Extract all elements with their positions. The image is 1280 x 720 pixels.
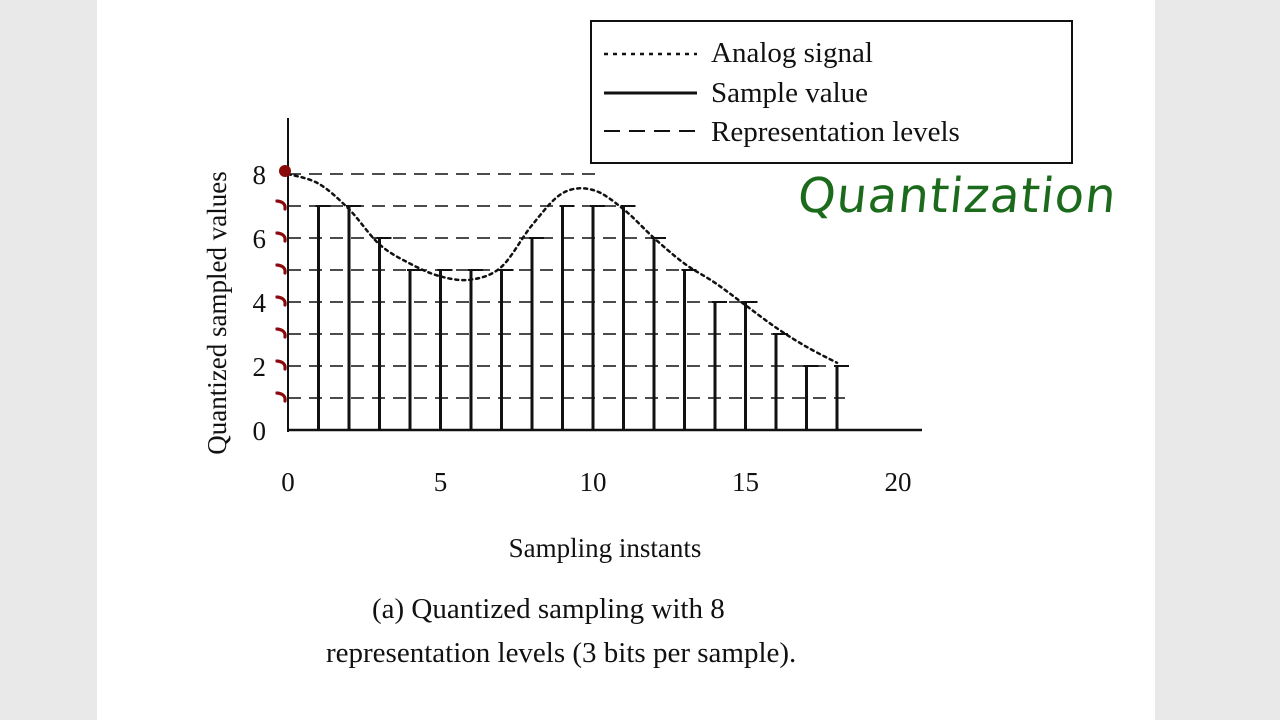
analog-signal-line — [286, 172, 839, 365]
level-marker-tick — [275, 295, 287, 307]
y-axis-title: Quantized sampled values — [202, 171, 232, 454]
tick-labels: 0 5 10 15 20 0 2 4 6 8 — [253, 160, 912, 497]
level-marker-tick — [275, 327, 287, 339]
analog-signal-curve — [286, 172, 839, 365]
legend-label-analog-signal: Analog signal — [711, 37, 873, 69]
handwritten-annotation: Quantization — [795, 168, 1120, 224]
legend-label-representation-levels: Representation levels — [711, 116, 960, 148]
level-marker-tick — [275, 391, 287, 403]
x-tick-label: 20 — [885, 467, 912, 497]
level-marker-dot — [279, 165, 291, 177]
y-tick-label: 8 — [253, 160, 267, 190]
representation-levels-grid — [288, 173, 845, 399]
level-marker-tick — [275, 263, 287, 275]
x-tick-label: 15 — [732, 467, 759, 497]
level-marker-tick — [275, 231, 287, 243]
y-tick-label: 0 — [253, 416, 267, 446]
chart-legend: Analog signal Sample value Representatio… — [590, 20, 1073, 164]
figure-caption-line-2: representation levels (3 bits per sample… — [326, 637, 797, 669]
x-tick-label: 0 — [281, 467, 295, 497]
level-marker-tick — [275, 199, 287, 211]
figure-caption-line-1: (a) Quantized sampling with 8 — [372, 593, 725, 625]
level-markers — [275, 165, 291, 403]
x-axis-title: Sampling instants — [509, 533, 702, 563]
x-tick-label: 10 — [580, 467, 607, 497]
chart-axes — [287, 118, 922, 432]
legend-label-sample-value: Sample value — [711, 77, 868, 109]
y-tick-label: 6 — [253, 224, 267, 254]
sample-value-bars — [315, 205, 849, 430]
y-tick-label: 4 — [253, 288, 267, 318]
level-marker-tick — [275, 359, 287, 371]
x-tick-label: 5 — [434, 467, 448, 497]
y-tick-label: 2 — [253, 352, 267, 382]
